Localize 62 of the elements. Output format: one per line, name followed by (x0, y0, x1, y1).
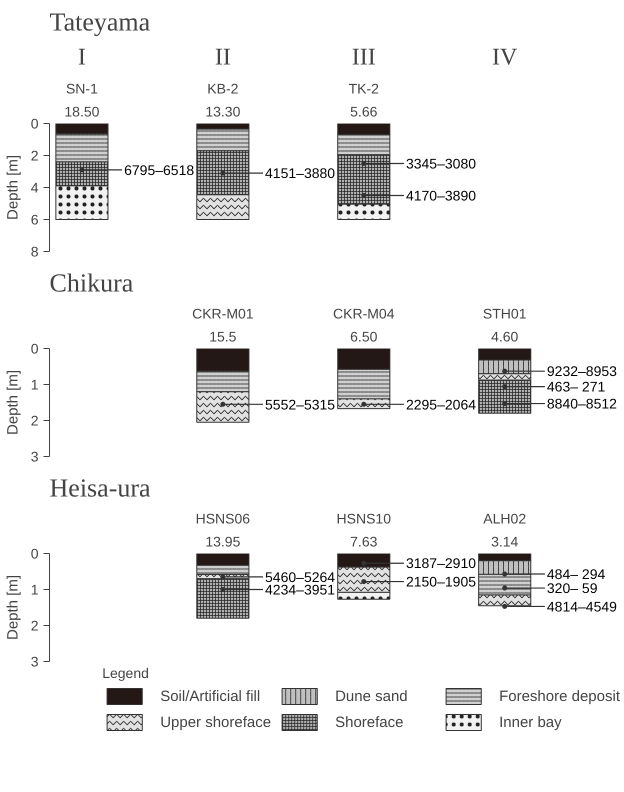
y-tick-label: 0 (30, 116, 39, 132)
chart-title: Chikura (50, 268, 134, 298)
x-tick-label: HSNS06 (196, 510, 250, 526)
y-tick-label: 8 (30, 244, 39, 260)
x-tick-label: STH01 (482, 306, 527, 322)
x-tick-label: SN-1 (66, 80, 98, 96)
text: 13.30 (205, 104, 241, 120)
y-axis-title: Depth [m] (4, 154, 22, 220)
y-tick-label: 1 (30, 376, 39, 392)
text: 15.5 (209, 328, 237, 344)
y-tick-label: 1 (30, 582, 39, 598)
chart-title: Heisa-ura (50, 474, 152, 502)
data-label: 4151–3880 (265, 165, 336, 182)
text: 13.95 (205, 534, 241, 550)
data-label: 2295–2064 (406, 396, 476, 412)
legend-label: Dune sand (335, 688, 409, 704)
y-tick-label: 6 (30, 212, 39, 228)
text: 5.66 (350, 104, 378, 120)
y-tick-label: 4 (30, 180, 39, 196)
x-tick-label: HSNS10 (336, 510, 392, 526)
text: IV (492, 44, 518, 70)
legend-label: Inner bay (499, 714, 563, 730)
legend-label: Upper shoreface (160, 714, 272, 730)
text: 4.60 (491, 328, 519, 344)
data-label: 8840–8512 (546, 396, 618, 412)
text: 6.50 (350, 328, 378, 344)
legend-label: Soil/Artificial fill (160, 688, 260, 704)
x-tick-label: ALH02 (483, 510, 526, 526)
data-label: 2150–1905 (406, 574, 476, 590)
legend-label: Shoreface (335, 714, 404, 730)
legend-title: Legend (102, 665, 150, 681)
data-label: 3187–2910 (406, 555, 476, 572)
legend-label: Foreshore deposit (499, 688, 620, 704)
y-tick-label: 2 (30, 618, 39, 634)
x-tick-label: CKR-M04 (333, 306, 395, 322)
text: 3.14 (491, 534, 519, 550)
data-label: 5552–5315 (265, 396, 336, 412)
x-tick-label: CKR-M01 (192, 306, 254, 322)
y-tick-label: 0 (30, 546, 39, 562)
text: 7.63 (350, 534, 378, 550)
data-label: 4170–3890 (406, 188, 476, 204)
text: II (214, 44, 231, 70)
y-tick-label: 3 (30, 654, 39, 670)
chart-title: Tateyama (50, 8, 151, 36)
data-label: 9232–8953 (546, 363, 618, 380)
text: I (78, 44, 86, 70)
y-tick-label: 2 (30, 412, 39, 428)
x-tick-label: KB-2 (207, 80, 239, 96)
y-tick-label: 0 (30, 340, 39, 356)
y-axis-title: Depth [m] (4, 370, 22, 436)
data-label: 320– 59 (546, 580, 598, 596)
data-label: 463– 271 (546, 378, 606, 395)
x-tick-label: TK-2 (348, 80, 380, 96)
data-label: 3345–3080 (406, 156, 476, 172)
y-axis-title: Depth [m] (4, 574, 22, 640)
text: 18.50 (64, 104, 100, 120)
y-tick-label: 3 (30, 448, 39, 464)
text: III (352, 44, 376, 70)
data-label: 6795–6518 (124, 162, 194, 178)
data-label: 4814–4549 (546, 598, 618, 614)
y-tick-label: 2 (30, 148, 39, 164)
data-label: 484– 294 (546, 566, 606, 582)
